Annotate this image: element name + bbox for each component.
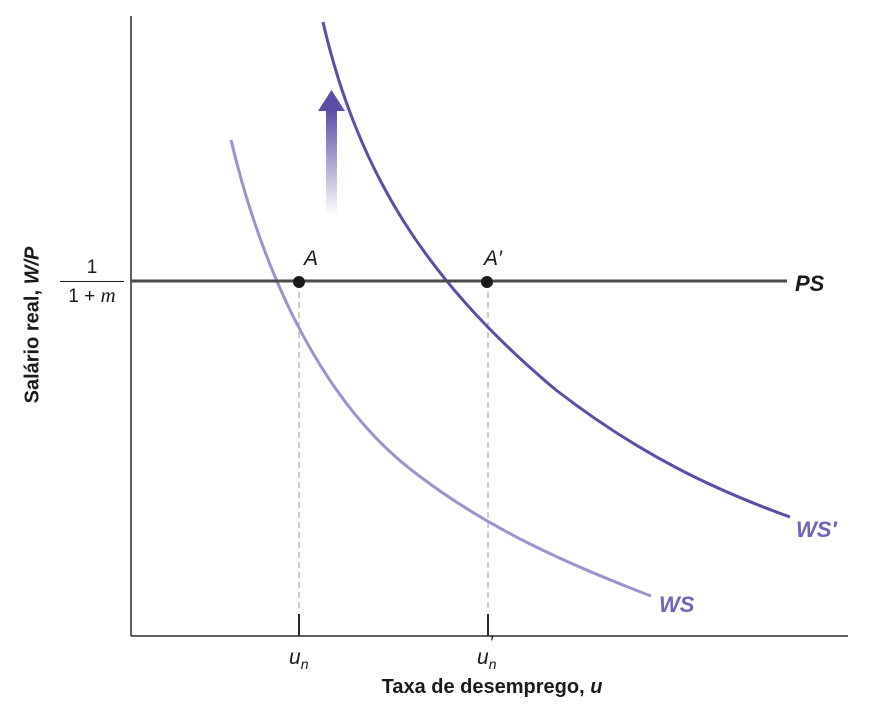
x-axis-label: Taxa de desemprego, u	[381, 676, 603, 698]
point-a-prime	[481, 276, 493, 288]
y-tick-numerator: 1	[86, 257, 98, 278]
point-a-prime-label: A′	[482, 247, 503, 270]
ws-prime-label: WS′	[796, 517, 838, 542]
ws-curve	[229, 139, 652, 598]
y-tick-denominator: 1 + m	[68, 283, 116, 307]
tick-label-un: un	[289, 646, 309, 672]
point-a	[293, 276, 305, 288]
y-axis-label: Salário real, W/P	[21, 246, 44, 404]
ws-prime-curve	[321, 21, 791, 519]
tick-label-un-prime: un′	[477, 633, 497, 672]
shift-arrow-shaft	[326, 110, 337, 216]
fraction-bar	[60, 281, 124, 282]
ws-label: WS	[659, 592, 695, 617]
point-a-label: A	[302, 247, 318, 270]
y-tick-fraction: 1 1 + m	[58, 256, 126, 309]
shift-arrow-head	[318, 90, 345, 111]
ps-label: PS	[795, 271, 825, 296]
